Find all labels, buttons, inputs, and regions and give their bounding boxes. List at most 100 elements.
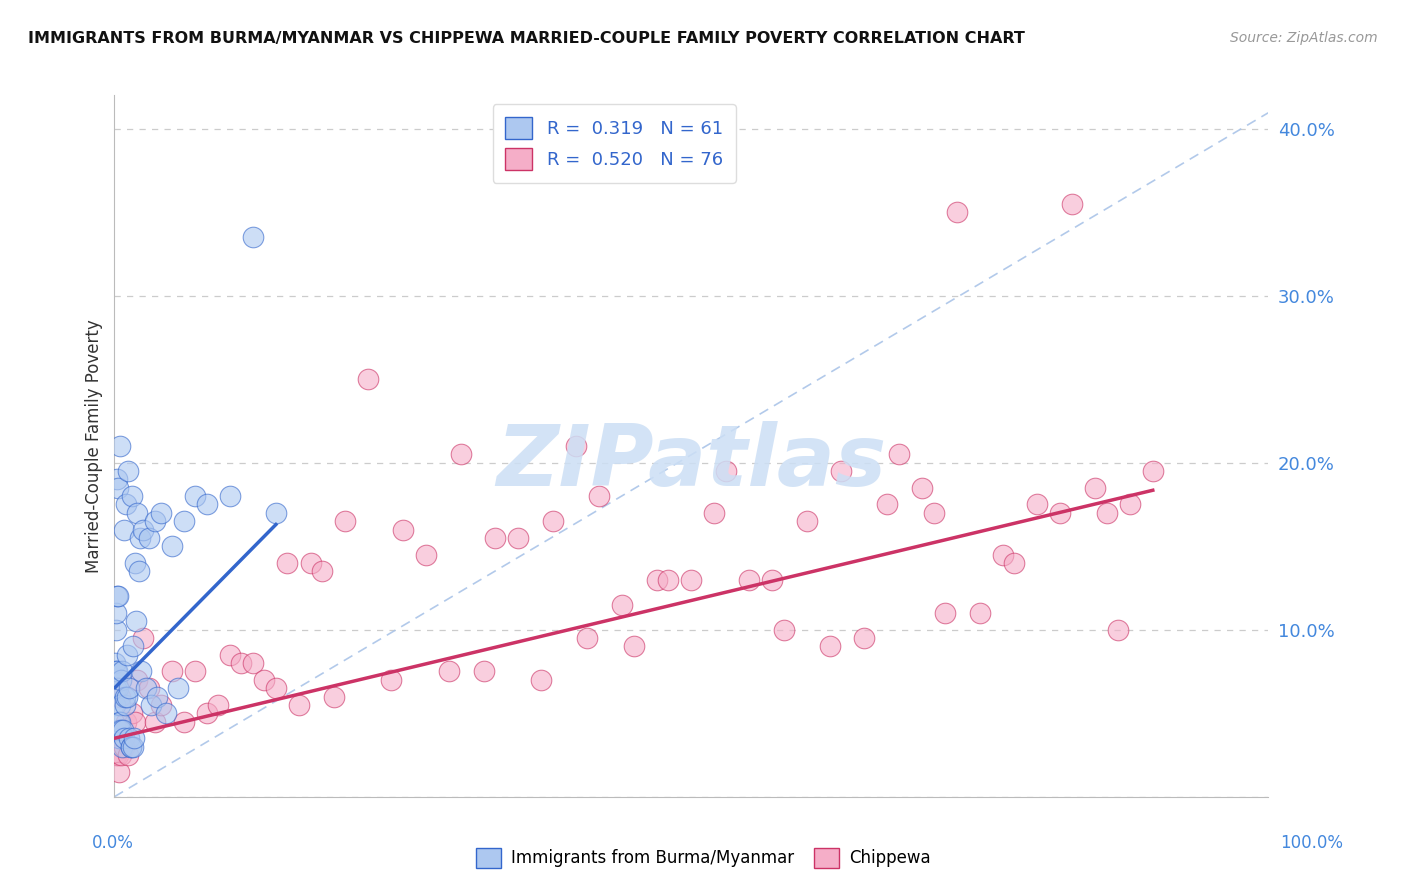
Point — [160, 665, 183, 679]
Point — [311, 564, 333, 578]
Point — [184, 489, 207, 503]
Point — [195, 498, 218, 512]
Point — [108, 764, 131, 779]
Point — [115, 690, 138, 704]
Point — [104, 681, 127, 695]
Point — [120, 739, 142, 754]
Point — [565, 439, 588, 453]
Point — [107, 714, 129, 729]
Point — [887, 447, 910, 461]
Point — [392, 523, 415, 537]
Point — [288, 698, 311, 712]
Point — [143, 714, 166, 729]
Point — [107, 481, 129, 495]
Point — [108, 731, 131, 746]
Point — [110, 714, 132, 729]
Point — [138, 531, 160, 545]
Point — [1107, 623, 1129, 637]
Point — [934, 606, 956, 620]
Point — [104, 656, 127, 670]
Point — [105, 665, 128, 679]
Point — [104, 747, 127, 762]
Point — [357, 372, 380, 386]
Point — [112, 731, 135, 746]
Point — [146, 690, 169, 704]
Point — [114, 698, 136, 712]
Point — [115, 648, 138, 662]
Point — [437, 665, 460, 679]
Point — [299, 556, 322, 570]
Legend: R =  0.319   N = 61, R =  0.520   N = 76: R = 0.319 N = 61, R = 0.520 N = 76 — [492, 104, 735, 183]
Point — [1095, 506, 1118, 520]
Point — [853, 631, 876, 645]
Point — [610, 598, 633, 612]
Point — [876, 498, 898, 512]
Point — [173, 514, 195, 528]
Point — [118, 681, 141, 695]
Point — [969, 606, 991, 620]
Text: 0.0%: 0.0% — [91, 834, 134, 852]
Point — [120, 739, 142, 754]
Point — [1002, 556, 1025, 570]
Point — [110, 723, 132, 737]
Point — [472, 665, 495, 679]
Point — [195, 706, 218, 721]
Point — [818, 640, 841, 654]
Point — [160, 539, 183, 553]
Point — [104, 698, 127, 712]
Point — [1049, 506, 1071, 520]
Point — [117, 464, 139, 478]
Point — [772, 623, 794, 637]
Point — [530, 673, 553, 687]
Point — [1118, 498, 1140, 512]
Point — [107, 681, 129, 695]
Point — [380, 673, 402, 687]
Point — [167, 681, 190, 695]
Text: ZIPatlas: ZIPatlas — [496, 421, 886, 504]
Point — [450, 447, 472, 461]
Point — [138, 681, 160, 695]
Point — [111, 739, 134, 754]
Point — [128, 564, 150, 578]
Point — [105, 472, 128, 486]
Point — [105, 590, 128, 604]
Point — [623, 640, 645, 654]
Legend: Immigrants from Burma/Myanmar, Chippewa: Immigrants from Burma/Myanmar, Chippewa — [470, 841, 936, 875]
Point — [111, 665, 134, 679]
Point — [576, 631, 599, 645]
Text: IMMIGRANTS FROM BURMA/MYANMAR VS CHIPPEWA MARRIED-COUPLE FAMILY POVERTY CORRELAT: IMMIGRANTS FROM BURMA/MYANMAR VS CHIPPEW… — [28, 31, 1025, 46]
Point — [333, 514, 356, 528]
Point — [657, 573, 679, 587]
Point — [911, 481, 934, 495]
Point — [761, 573, 783, 587]
Point — [253, 673, 276, 687]
Point — [127, 673, 149, 687]
Point — [155, 706, 177, 721]
Point — [122, 731, 145, 746]
Point — [125, 615, 148, 629]
Point — [922, 506, 945, 520]
Point — [128, 531, 150, 545]
Point — [1026, 498, 1049, 512]
Point — [184, 665, 207, 679]
Point — [207, 698, 229, 712]
Point — [112, 723, 135, 737]
Point — [105, 606, 128, 620]
Text: Source: ZipAtlas.com: Source: ZipAtlas.com — [1230, 31, 1378, 45]
Point — [114, 690, 136, 704]
Point — [796, 514, 818, 528]
Point — [541, 514, 564, 528]
Point — [149, 698, 172, 712]
Point — [1142, 464, 1164, 478]
Point — [108, 439, 131, 453]
Point — [112, 523, 135, 537]
Point — [110, 747, 132, 762]
Point — [945, 205, 967, 219]
Point — [115, 714, 138, 729]
Point — [242, 230, 264, 244]
Point — [703, 506, 725, 520]
Point — [143, 514, 166, 528]
Point — [110, 673, 132, 687]
Point — [322, 690, 344, 704]
Point — [242, 656, 264, 670]
